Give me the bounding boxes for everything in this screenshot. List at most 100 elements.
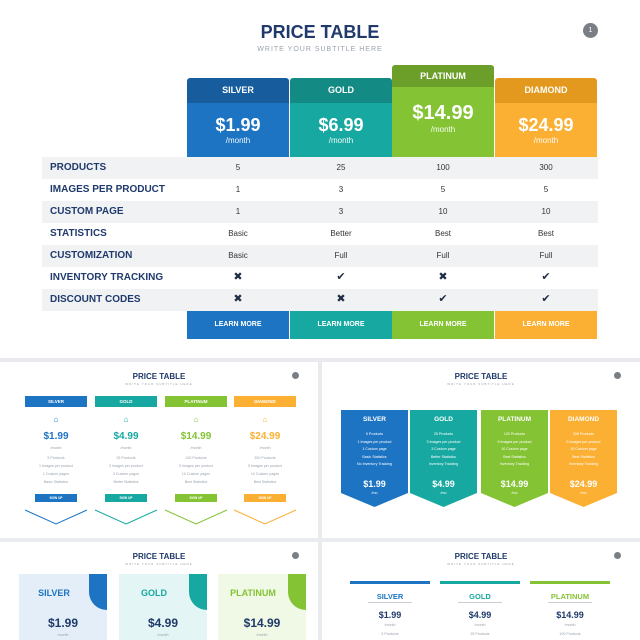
learn-more-button[interactable]: LEARN MORE <box>392 311 494 339</box>
thumb2-plan-feature: 3 Images per product <box>109 464 143 468</box>
thumb2-plan-period: /month <box>190 446 202 450</box>
thumb4-plan-name: GOLD <box>141 588 167 598</box>
cross-icon: ✖ <box>233 271 243 283</box>
thumb4-plan-period: /month <box>256 633 268 637</box>
feature-row: CUSTOMIZATION Basic Full Full Full <box>42 245 598 267</box>
thumb3-plan-feature: 3 Images per product <box>426 439 461 444</box>
learn-more-button[interactable]: LEARN MORE <box>495 311 597 339</box>
cross-icon: ✖ <box>233 293 243 305</box>
feature-label: CUSTOMIZATION <box>50 250 133 261</box>
cross-icon: ✖ <box>438 271 448 283</box>
thumb2-signup-button[interactable]: SIGN UP <box>244 494 286 502</box>
thumb2-plan-price: $14.99 <box>180 431 212 442</box>
thumbnail-slide-3[interactable]: PRICE TABLE WRITE YOUR SUBTITLE HERE SIL… <box>322 362 640 538</box>
thumb4-plan-name: PLATINUM <box>230 588 276 598</box>
thumb2-signup-button[interactable]: SIGN UP <box>35 494 77 502</box>
thumb3-plan-feature: 3 Custom page <box>431 447 456 451</box>
thumb3-plan-feature: Best Statistics <box>503 454 526 459</box>
plan-period: /month <box>533 136 559 145</box>
thumb4-plan-period: /month <box>57 633 69 637</box>
feature-value: 10 <box>438 207 448 216</box>
feature-value: Best <box>434 229 451 238</box>
thumb5-page-badge <box>614 552 621 559</box>
plan-header-silver: SILVER <box>187 78 289 103</box>
feature-value: 25 <box>336 163 346 172</box>
thumb2-title: PRICE TABLE <box>132 372 186 381</box>
cross-icon: ✖ <box>336 293 346 305</box>
thumb3-shapes <box>341 410 617 507</box>
thumb3-plan-feature: Inventory Tracking <box>568 462 599 466</box>
thumb4-corner-shape <box>288 574 306 610</box>
check-icon: ✔ <box>336 271 346 283</box>
feature-value: 5 <box>235 163 241 172</box>
thumbnail-slide-4[interactable]: PRICE TABLE WRITE YOUR SUBTITLE HERE SIL… <box>0 542 318 640</box>
thumb3-plan-feature: 5 Images per product <box>497 439 532 444</box>
thumb4-subtitle: WRITE YOUR SUBTITLE HERE <box>125 562 193 566</box>
thumb2-page-badge <box>292 372 299 379</box>
thumb3-plan-feature: 1 Images per product <box>357 439 392 444</box>
feature-value: Full <box>539 251 553 260</box>
check-icon: ✔ <box>438 293 448 305</box>
plan-price: $1.99 <box>215 115 261 135</box>
thumb4-corner-shape <box>89 574 107 610</box>
thumb5-plan-name: SILVER <box>376 592 404 601</box>
plan-price-block: $14.99/month <box>392 87 494 157</box>
learn-more-button[interactable]: LEARN MORE <box>290 311 392 339</box>
thumb3-plan-feature: Inventory Tracking <box>499 462 530 466</box>
thumbnail-slide-2[interactable]: PRICE TABLE WRITE YOUR SUBTITLE HERE SIL… <box>0 362 318 538</box>
thumb2-plan-period: /month <box>120 446 132 450</box>
thumb4-plan-price: $14.99 <box>243 616 281 630</box>
thumb3-page-badge <box>614 372 621 379</box>
thumb5-plan-price: $14.99 <box>556 610 584 620</box>
thumb2-plan-period: /month <box>50 446 62 450</box>
thumb2-chevrons <box>24 509 297 525</box>
feature-row: INVENTORY TRACKING ✖ ✔ ✖ ✔ <box>42 267 598 289</box>
thumb5-divider <box>458 602 502 603</box>
thumb5-title: PRICE TABLE <box>454 552 508 561</box>
thumb3-plan-feature: Best Statistics <box>572 454 595 459</box>
thumb4-title: PRICE TABLE <box>132 552 186 561</box>
thumb4-plan-period: /month <box>157 633 169 637</box>
plan-header-gold: GOLD <box>290 78 392 103</box>
plan-period: /month <box>328 136 354 145</box>
thumb2-plan-feature: 10 Custom pages <box>181 472 211 476</box>
plan-price: $24.99 <box>518 115 574 135</box>
thumb3-plan-feature: 5 Images per product <box>566 439 601 444</box>
check-icon: ✔ <box>541 293 551 305</box>
feature-value: 3 <box>338 185 344 194</box>
thumb5-plan-period: /month <box>474 623 486 627</box>
thumb3-plan-period: /mo <box>440 491 447 495</box>
feature-row: PRODUCTS 5 25 100 300 <box>42 157 598 179</box>
feature-value: Basic <box>228 229 248 238</box>
feature-value: 5 <box>543 185 549 194</box>
feature-label: INVENTORY TRACKING <box>50 272 164 283</box>
thumb3-plan-card <box>341 410 408 507</box>
learn-more-button[interactable]: LEARN MORE <box>187 311 289 339</box>
thumb5-plan-name: GOLD <box>469 592 491 601</box>
thumb5-plan-name: PLATINUM <box>550 592 590 601</box>
thumb2-plan-feature: 10 Custom pages <box>250 472 280 476</box>
thumb2-signup-button[interactable]: SIGN UP <box>105 494 147 502</box>
feature-value: Best <box>537 229 554 238</box>
main-slide: PRICE TABLE WRITE YOUR SUBTITLE HERE 1 S… <box>0 0 640 358</box>
thumb2-plan-feature: 3 Custom pages <box>112 472 140 476</box>
thumb3-plan-feature: Inventory Tracking <box>428 462 459 466</box>
thumb2-signup-button[interactable]: SIGN UP <box>175 494 217 502</box>
thumb5-plan-period: /month <box>564 623 576 627</box>
thumb2-plan-feature: 1 Custom pages <box>42 472 70 476</box>
thumb3-subtitle: WRITE YOUR SUBTITLE HERE <box>447 382 515 386</box>
thumb3-plan-price: $14.99 <box>500 479 529 489</box>
thumb3-plan-feature: 100 Products <box>503 432 526 436</box>
thumb5-plan-period: /month <box>384 623 396 627</box>
plan-period: /month <box>430 125 456 134</box>
plan-header-diamond: DIAMOND <box>495 78 597 103</box>
thumb2-plan-feature: 300 Products <box>254 456 276 460</box>
thumb5-plan-feature: 5 Products <box>381 632 399 636</box>
thumb3-plan-price: $24.99 <box>569 479 598 489</box>
thumbnail-slide-5[interactable]: PRICE TABLE WRITE YOUR SUBTITLE HERE SIL… <box>322 542 640 640</box>
thumb3-plan-feature: 25 Products <box>433 432 454 436</box>
thumb2-plan-header: GOLD <box>95 396 157 407</box>
thumb4-page-badge <box>292 552 299 559</box>
thumb5-plan-price: $4.99 <box>468 610 492 620</box>
thumb2-plan-period: /month <box>259 446 271 450</box>
